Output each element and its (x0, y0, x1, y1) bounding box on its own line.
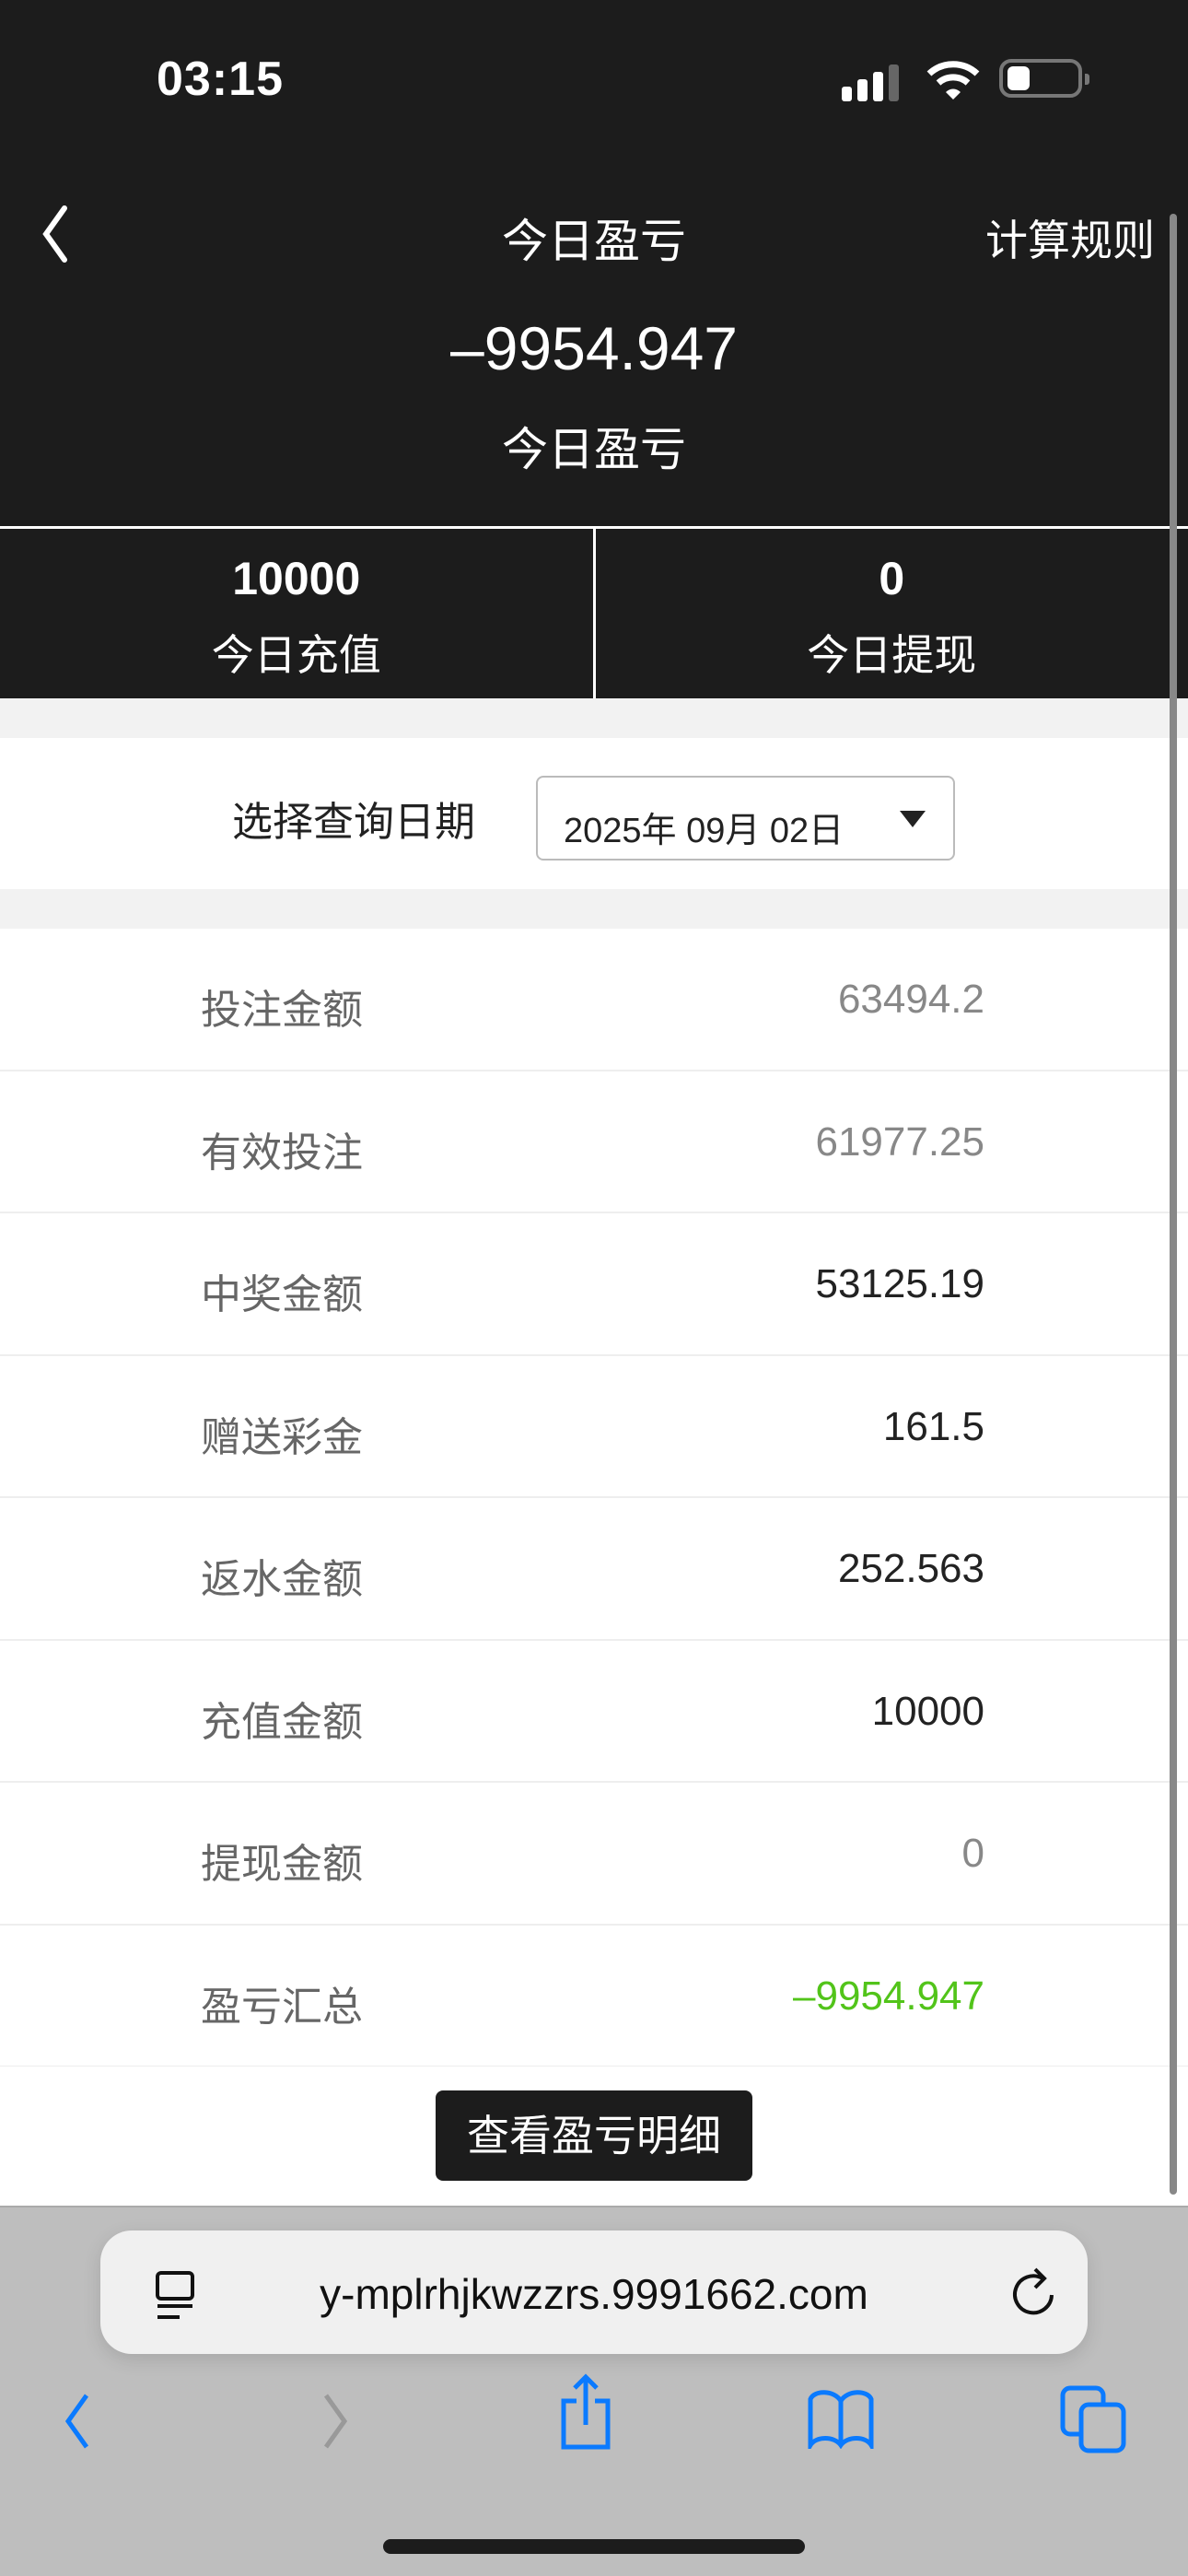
summary-row: 投注金额 63494.2 (0, 929, 1188, 1071)
row-label: 盈亏汇总 (201, 1984, 363, 2030)
row-value: 63494.2 (837, 977, 984, 1022)
row-value: 53125.19 (815, 1261, 984, 1306)
status-time: 03:15 (157, 53, 284, 106)
calculation-rules-link[interactable]: 计算规则 (985, 217, 1155, 264)
battery-icon (999, 59, 1089, 98)
summary-list: 投注金额 63494.2 有效投注 61977.25 中奖金额 53125.19 赠送彩金 1… (0, 929, 1188, 2067)
date-filter: 选择查询日期 2025年 09月 02日 (0, 738, 1188, 889)
share-icon[interactable] (558, 2373, 613, 2451)
row-label: 返水金额 (201, 1557, 363, 1602)
button-area: 查看盈亏明细 (0, 2067, 1188, 2206)
row-label: 有效投注 (201, 1130, 363, 1176)
row-label: 投注金额 (201, 988, 363, 1033)
reload-icon[interactable] (1007, 2264, 1063, 2323)
row-label: 中奖金额 (201, 1272, 363, 1317)
row-label: 提现金额 (201, 1842, 363, 1887)
total-profit-loss-label: 今日盈亏 (502, 424, 686, 475)
scrollbar[interactable] (1170, 214, 1177, 2195)
row-value: 0 (961, 1831, 984, 1876)
stat-withdraw: 0 今日提现 (592, 529, 1188, 698)
back-button[interactable] (37, 201, 101, 265)
row-value: 252.563 (837, 1546, 984, 1591)
summary-row: 提现金额 0 (0, 1783, 1188, 1926)
stat-value: 10000 (232, 553, 361, 604)
date-select[interactable]: 2025年 09月 02日 (536, 776, 955, 861)
stat-label: 今日充值 (211, 631, 381, 679)
summary-row: 赠送彩金 161.5 (0, 1356, 1188, 1498)
browser-back-icon[interactable] (59, 2392, 96, 2451)
browser-forward-icon[interactable] (317, 2392, 354, 2451)
stat-label: 今日提现 (807, 631, 977, 679)
row-label: 赠送彩金 (201, 1414, 363, 1460)
summary-row: 有效投注 61977.25 (0, 1071, 1188, 1213)
view-details-button[interactable]: 查看盈亏明细 (436, 2090, 752, 2181)
page-title: 今日盈亏 (502, 216, 686, 267)
row-value: –9954.947 (793, 1973, 984, 2019)
signal-icon (842, 64, 899, 101)
total-profit-loss: –9954.947 (450, 314, 738, 382)
row-value: 10000 (871, 1688, 984, 1734)
row-label: 充值金额 (201, 1699, 363, 1745)
header: 03:15 今日盈亏 计算规则 –9954.947 今日盈亏 10000 今日充值… (0, 0, 1188, 698)
stats-row: 10000 今日充值 0 今日提现 (0, 526, 1188, 698)
summary-row: 返水金额 252.563 (0, 1498, 1188, 1641)
stat-value: 0 (879, 553, 905, 604)
stat-deposit: 10000 今日充值 (0, 529, 593, 698)
address-bar[interactable]: y-mplrhjkwzzrs.9991662.com (100, 2231, 1088, 2354)
dropdown-arrow-icon (900, 811, 926, 827)
date-filter-label: 选择查询日期 (232, 800, 475, 845)
reader-icon[interactable] (152, 2267, 198, 2323)
browser-toolbar: y-mplrhjkwzzrs.9991662.com (0, 2206, 1188, 2576)
home-indicator (383, 2539, 805, 2554)
summary-row: 充值金额 10000 (0, 1641, 1188, 1783)
date-value: 2025年 09月 02日 (564, 812, 844, 850)
url-text: y-mplrhjkwzzrs.9991662.com (320, 2270, 868, 2318)
row-value: 161.5 (882, 1403, 984, 1449)
summary-row: 盈亏汇总 –9954.947 (0, 1926, 1188, 2067)
wifi-icon (926, 61, 980, 100)
bookmarks-icon[interactable] (807, 2388, 875, 2449)
tabs-icon[interactable] (1059, 2384, 1129, 2454)
row-value: 61977.25 (815, 1118, 984, 1165)
summary-row: 中奖金额 53125.19 (0, 1213, 1188, 1356)
